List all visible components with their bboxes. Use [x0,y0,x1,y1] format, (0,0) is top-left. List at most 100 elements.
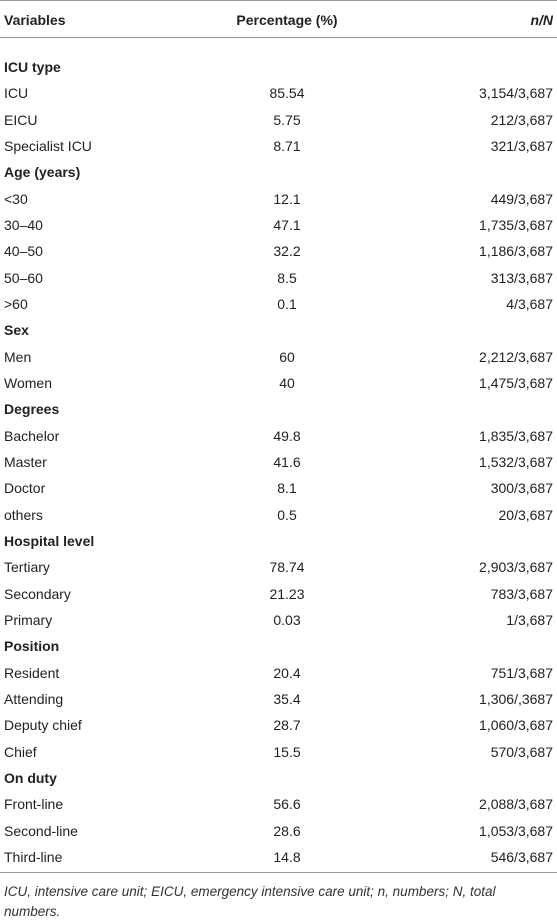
count-cell: 449/3,687 [490,190,553,207]
data-row: Deputy chief 28.7 1,060/3,687 [0,712,557,738]
variable-cell: Second-line [4,822,78,839]
group-row: On duty [0,765,557,791]
count-cell: 3,154/3,687 [479,85,553,102]
group-row: Position [0,633,557,659]
percentage-cell: 28.7 [273,717,301,734]
count-cell: 751/3,687 [490,664,553,681]
count-cell: 4/3,687 [506,295,553,312]
data-row: others 0.5 20/3,687 [0,502,557,528]
group-title: ICU type [4,59,61,75]
bottom-rule [0,872,557,873]
data-row: ICU 85.54 3,154/3,687 [0,80,557,106]
count-cell: 570/3,687 [490,743,553,760]
header-cell: Percentage (%) [236,12,338,28]
percentage-cell: 28.6 [273,822,301,839]
data-row: Tertiary 78.74 2,903/3,687 [0,554,557,580]
data-row: 40–50 32.2 1,186/3,687 [0,238,557,264]
count-cell: 1,475/3,687 [479,374,553,391]
data-row: Chief 15.5 570/3,687 [0,739,557,765]
count-cell: 1/3,687 [506,611,553,628]
group-title: On duty [4,769,57,786]
variable-cell: Third-line [4,848,63,865]
data-row: 30–40 47.1 1,735/3,687 [0,212,557,238]
percentage-cell: 85.54 [269,85,305,102]
percentage-cell: 78.74 [269,559,305,576]
percentage-cell: 14.8 [273,848,301,865]
data-row: Second-line 28.6 1,053/3,687 [0,818,557,844]
count-cell: 20/3,687 [498,506,554,523]
variable-cell: 50–60 [4,269,43,286]
count-cell: 546/3,687 [490,848,553,865]
variable-cell: others [4,506,43,523]
group-title: Sex [4,322,29,339]
data-row: Specialist ICU 8.71 321/3,687 [0,133,557,159]
count-cell: 1,186/3,687 [479,243,553,260]
count-cell: 1,835/3,687 [479,427,553,444]
header-row: Variables Percentage (%) n/N [0,0,557,38]
count-cell: 783/3,687 [490,585,553,602]
count-cell: 212/3,687 [490,111,553,128]
data-row: 50–60 8.5 313/3,687 [0,265,557,291]
percentage-cell: 5.75 [273,111,301,128]
variable-cell: >60 [4,295,28,312]
data-row: Third-line 14.8 546/3,687 [0,844,557,870]
percentage-cell: 0.03 [273,611,301,628]
variable-cell: 40–50 [4,243,43,260]
variable-cell: EICU [4,111,38,128]
count-cell: 313/3,687 [490,269,553,286]
data-row: Secondary 21.23 783/3,687 [0,581,557,607]
header-cell: n/N [530,12,553,28]
data-row: Resident 20.4 751/3,687 [0,660,557,686]
group-row: Sex [0,317,557,343]
variable-cell: Tertiary [4,559,50,576]
data-row: Bachelor 49.8 1,835/3,687 [0,423,557,449]
percentage-cell: 12.1 [273,190,301,207]
percentage-cell: 49.8 [273,427,301,444]
percentage-cell: 41.6 [273,453,301,470]
count-cell: 2,903/3,687 [479,559,553,576]
variable-cell: Bachelor [4,427,60,444]
percentage-cell: 40 [279,374,295,391]
percentage-cell: 60 [279,348,295,365]
percentage-cell: 20.4 [273,664,301,681]
percentage-cell: 0.1 [277,295,297,312]
count-cell: 300/3,687 [490,480,553,497]
variable-cell: Deputy chief [4,717,82,734]
count-cell: 1,060/3,687 [479,717,553,734]
percentage-cell: 8.71 [273,137,301,154]
percentage-cell: 15.5 [273,743,301,760]
group-title: Degrees [4,401,60,418]
variable-cell: <30 [4,190,28,207]
variable-cell: Women [4,374,52,391]
variable-cell: Specialist ICU [4,137,92,154]
data-row: Doctor 8.1 300/3,687 [0,475,557,501]
data-row: <30 12.1 449/3,687 [0,186,557,212]
variable-cell: Front-line [4,796,64,813]
data-row: >60 0.1 4/3,687 [0,291,557,317]
percentage-cell: 0.5 [277,506,297,523]
percentage-cell: 47.1 [273,216,301,233]
count-cell: 321/3,687 [490,137,553,154]
percentage-cell: 8.1 [277,480,297,497]
data-row: Men 60 2,212/3,687 [0,344,557,370]
count-cell: 1,053/3,687 [479,822,553,839]
variable-cell: 30–40 [4,216,43,233]
variable-cell: Master [4,453,47,470]
data-row: EICU 5.75 212/3,687 [0,107,557,133]
variable-cell: Secondary [4,585,71,602]
group-title: Age (years) [4,164,81,181]
variable-cell: Chief [4,743,37,760]
variable-cell: Attending [4,690,64,707]
data-row: Primary 0.03 1/3,687 [0,607,557,633]
variable-cell: Primary [4,611,53,628]
data-row: Master 41.6 1,532/3,687 [0,449,557,475]
group-row: Hospital level [0,528,557,554]
group-title: Hospital level [4,532,95,549]
percentage-cell: 21.23 [269,585,305,602]
group-row: Age (years) [0,159,557,185]
data-row: Front-line 56.6 2,088/3,687 [0,791,557,817]
variable-cell: Doctor [4,480,46,497]
header-cell: Variables [4,12,66,28]
count-cell: 1,735/3,687 [479,216,553,233]
